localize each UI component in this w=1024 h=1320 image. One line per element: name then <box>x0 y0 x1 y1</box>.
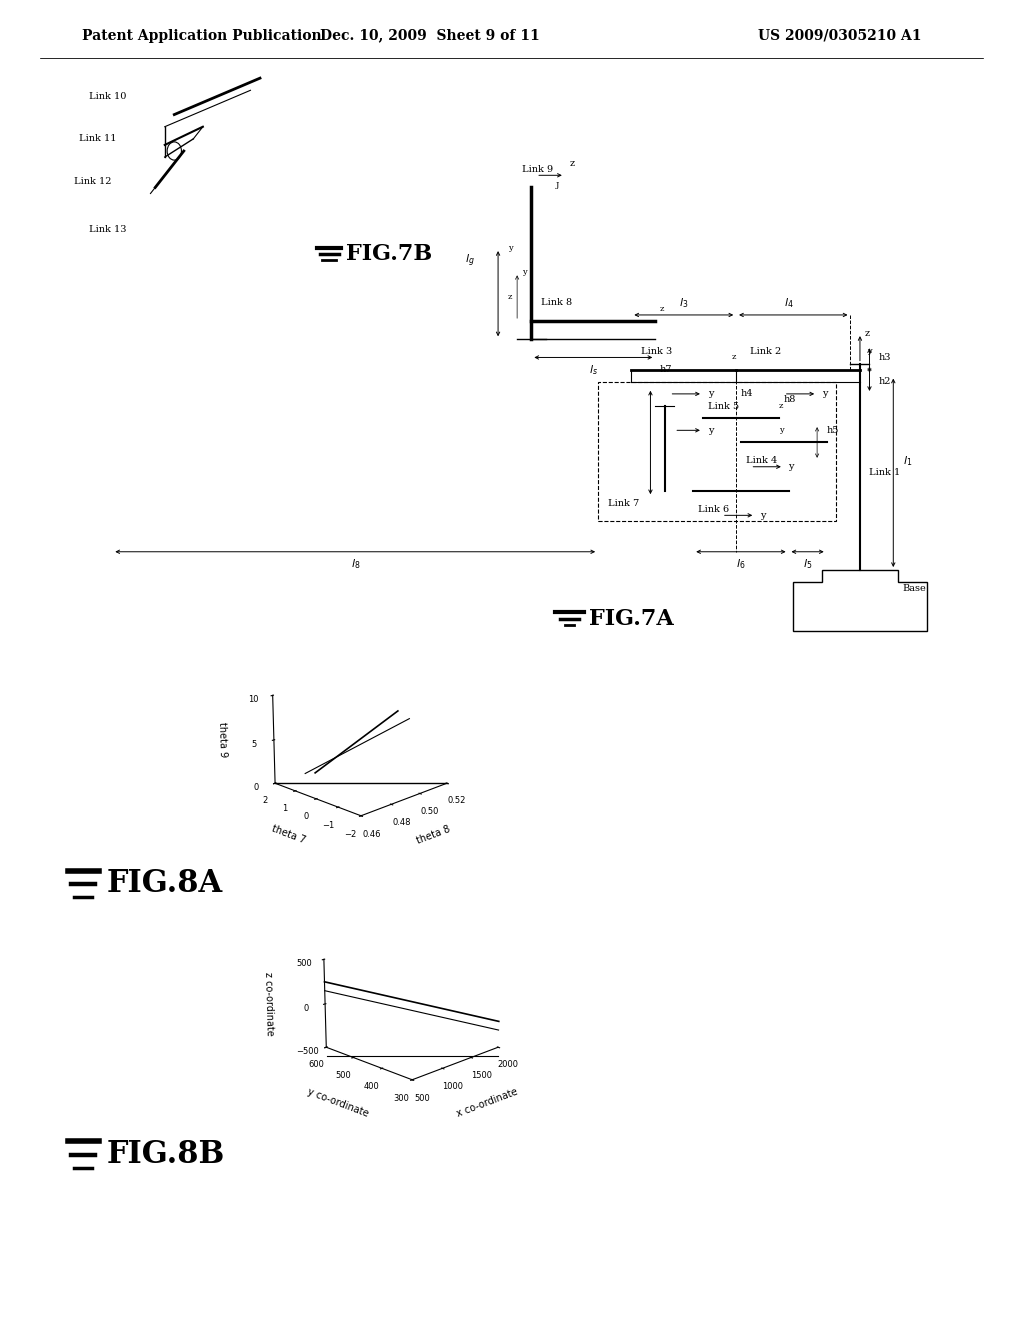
Text: y: y <box>508 244 512 252</box>
Text: FIG.8A: FIG.8A <box>108 869 223 899</box>
Text: $l_s$: $l_s$ <box>589 363 598 376</box>
Text: y: y <box>788 462 794 471</box>
Text: z: z <box>731 354 736 362</box>
Text: $l_8$: $l_8$ <box>350 557 360 570</box>
Text: $l_3$: $l_3$ <box>679 296 688 310</box>
Text: y: y <box>822 389 827 399</box>
Text: Base: Base <box>903 583 927 593</box>
Text: z: z <box>660 305 665 313</box>
Text: FIG.7B: FIG.7B <box>346 243 432 265</box>
Text: y: y <box>867 347 871 355</box>
Y-axis label: y co-ordinate: y co-ordinate <box>305 1086 370 1118</box>
Bar <box>598 381 837 521</box>
Text: h7: h7 <box>660 366 673 374</box>
Text: $l_5$: $l_5$ <box>803 557 812 570</box>
Text: h8: h8 <box>783 396 796 404</box>
Text: Link 13: Link 13 <box>89 226 126 235</box>
Text: Link 6: Link 6 <box>698 504 729 513</box>
Text: US 2009/0305210 A1: US 2009/0305210 A1 <box>758 29 922 42</box>
Text: FIG.8B: FIG.8B <box>108 1139 225 1170</box>
Text: h4: h4 <box>741 389 754 399</box>
Text: Link 3: Link 3 <box>641 347 672 356</box>
Text: $l_1$: $l_1$ <box>903 454 912 467</box>
Text: Link 5: Link 5 <box>708 401 738 411</box>
Text: $l_4$: $l_4$ <box>783 296 794 310</box>
Text: y: y <box>708 426 713 434</box>
Text: Link 8: Link 8 <box>541 298 572 308</box>
Text: Link 11: Link 11 <box>79 135 117 144</box>
Text: Link 9: Link 9 <box>522 165 553 174</box>
Y-axis label: theta 7: theta 7 <box>270 824 307 846</box>
X-axis label: theta 8: theta 8 <box>415 824 452 846</box>
Text: Link 7: Link 7 <box>607 499 639 508</box>
Text: J: J <box>555 181 558 189</box>
Text: Dec. 10, 2009  Sheet 9 of 11: Dec. 10, 2009 Sheet 9 of 11 <box>321 29 540 42</box>
Text: y: y <box>708 389 713 399</box>
Text: z: z <box>864 329 869 338</box>
Text: y: y <box>760 511 766 520</box>
X-axis label: x co-ordinate: x co-ordinate <box>455 1086 519 1118</box>
Text: Patent Application Publication: Patent Application Publication <box>82 29 322 42</box>
Text: $l_6$: $l_6$ <box>736 557 745 570</box>
Text: Link 2: Link 2 <box>751 347 781 356</box>
Text: z: z <box>508 293 512 301</box>
Text: Link 4: Link 4 <box>745 457 777 465</box>
Text: h5: h5 <box>826 426 839 434</box>
Text: y: y <box>522 268 526 276</box>
Text: Link 10: Link 10 <box>89 92 126 100</box>
Text: h2: h2 <box>879 378 892 387</box>
Text: Link 1: Link 1 <box>869 469 901 478</box>
Text: Link 12: Link 12 <box>75 177 112 186</box>
Text: z: z <box>569 158 574 168</box>
Text: y: y <box>779 426 783 434</box>
Text: FIG.7A: FIG.7A <box>589 607 674 630</box>
Text: h3: h3 <box>879 352 892 362</box>
Text: z: z <box>779 403 783 411</box>
Text: $l_g$: $l_g$ <box>465 252 474 268</box>
